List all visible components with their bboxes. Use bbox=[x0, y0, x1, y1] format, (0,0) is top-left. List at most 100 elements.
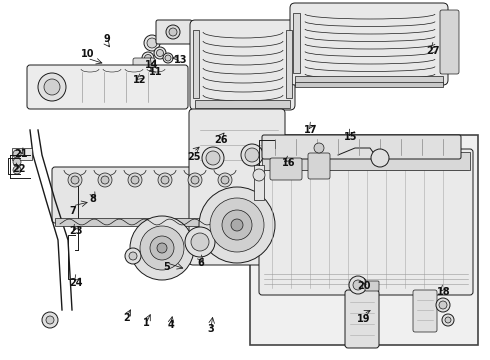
FancyBboxPatch shape bbox=[440, 10, 459, 74]
Bar bbox=[295, 76, 443, 83]
FancyBboxPatch shape bbox=[156, 20, 192, 44]
Bar bbox=[262, 152, 470, 170]
Circle shape bbox=[157, 243, 167, 253]
Circle shape bbox=[436, 298, 450, 312]
Text: 25: 25 bbox=[187, 152, 200, 162]
Bar bbox=[293, 13, 300, 73]
Circle shape bbox=[154, 47, 166, 59]
Text: 13: 13 bbox=[173, 55, 187, 65]
Text: 4: 4 bbox=[167, 320, 174, 330]
Circle shape bbox=[210, 198, 264, 252]
Circle shape bbox=[101, 176, 109, 184]
Text: 1: 1 bbox=[143, 318, 149, 328]
FancyBboxPatch shape bbox=[413, 290, 437, 332]
Text: 21: 21 bbox=[14, 149, 27, 159]
Circle shape bbox=[98, 173, 112, 187]
Bar bbox=[193, 30, 199, 98]
Circle shape bbox=[349, 276, 367, 294]
Circle shape bbox=[191, 233, 209, 251]
Circle shape bbox=[241, 144, 263, 166]
Circle shape bbox=[442, 314, 454, 326]
Bar bbox=[195, 100, 290, 108]
Circle shape bbox=[150, 236, 174, 260]
Bar bbox=[295, 82, 443, 87]
Circle shape bbox=[199, 187, 275, 263]
Circle shape bbox=[445, 317, 451, 323]
Circle shape bbox=[188, 173, 202, 187]
Text: 17: 17 bbox=[304, 125, 318, 135]
Bar bbox=[250, 135, 478, 345]
Circle shape bbox=[163, 53, 173, 63]
Circle shape bbox=[156, 49, 164, 57]
Circle shape bbox=[71, 176, 79, 184]
Circle shape bbox=[131, 176, 139, 184]
Circle shape bbox=[165, 55, 171, 61]
FancyBboxPatch shape bbox=[262, 135, 461, 159]
Text: 20: 20 bbox=[357, 281, 370, 291]
Text: 5: 5 bbox=[163, 262, 170, 272]
Circle shape bbox=[13, 166, 21, 174]
FancyBboxPatch shape bbox=[365, 281, 379, 291]
Text: 23: 23 bbox=[69, 226, 83, 236]
Circle shape bbox=[169, 28, 177, 36]
Bar bbox=[440, 13, 447, 73]
Text: 24: 24 bbox=[69, 278, 83, 288]
Circle shape bbox=[158, 173, 172, 187]
Circle shape bbox=[130, 216, 194, 280]
Circle shape bbox=[202, 147, 224, 169]
FancyBboxPatch shape bbox=[308, 153, 330, 179]
Text: 2: 2 bbox=[123, 312, 130, 323]
Circle shape bbox=[161, 176, 169, 184]
Text: 22: 22 bbox=[12, 164, 25, 174]
Circle shape bbox=[206, 151, 220, 165]
FancyBboxPatch shape bbox=[133, 58, 155, 74]
Circle shape bbox=[191, 176, 199, 184]
Text: 3: 3 bbox=[207, 324, 214, 334]
Circle shape bbox=[128, 173, 142, 187]
Circle shape bbox=[185, 227, 215, 257]
Circle shape bbox=[129, 252, 137, 260]
Circle shape bbox=[46, 316, 54, 324]
Circle shape bbox=[147, 38, 157, 48]
Circle shape bbox=[13, 150, 21, 158]
Text: 14: 14 bbox=[145, 60, 159, 70]
Text: 19: 19 bbox=[357, 314, 370, 324]
Circle shape bbox=[253, 169, 265, 181]
Circle shape bbox=[353, 280, 363, 290]
Bar bbox=[254, 165, 264, 200]
Text: 10: 10 bbox=[80, 49, 94, 59]
Text: 18: 18 bbox=[437, 287, 450, 297]
FancyBboxPatch shape bbox=[52, 167, 268, 223]
FancyBboxPatch shape bbox=[189, 109, 285, 265]
FancyBboxPatch shape bbox=[259, 149, 473, 295]
FancyBboxPatch shape bbox=[190, 20, 295, 110]
Circle shape bbox=[166, 25, 180, 39]
Bar bbox=[12, 148, 32, 160]
Circle shape bbox=[245, 148, 259, 162]
Circle shape bbox=[13, 158, 21, 166]
FancyBboxPatch shape bbox=[270, 158, 302, 180]
Circle shape bbox=[142, 52, 154, 64]
Text: 8: 8 bbox=[90, 194, 97, 204]
Text: 11: 11 bbox=[149, 67, 163, 77]
Circle shape bbox=[144, 35, 160, 51]
Circle shape bbox=[221, 176, 229, 184]
Text: 7: 7 bbox=[69, 206, 76, 216]
Circle shape bbox=[44, 79, 60, 95]
Text: 16: 16 bbox=[282, 158, 296, 168]
Text: 26: 26 bbox=[215, 135, 228, 145]
Text: 9: 9 bbox=[103, 33, 110, 44]
Circle shape bbox=[222, 210, 252, 240]
Circle shape bbox=[42, 312, 58, 328]
Text: 6: 6 bbox=[197, 258, 204, 268]
Circle shape bbox=[68, 173, 82, 187]
Text: 15: 15 bbox=[344, 132, 358, 142]
Text: 27: 27 bbox=[426, 46, 440, 56]
Circle shape bbox=[371, 149, 389, 167]
FancyBboxPatch shape bbox=[27, 65, 188, 109]
FancyBboxPatch shape bbox=[345, 290, 379, 348]
Circle shape bbox=[145, 54, 151, 62]
FancyBboxPatch shape bbox=[290, 3, 448, 85]
Circle shape bbox=[140, 226, 184, 270]
Circle shape bbox=[218, 173, 232, 187]
